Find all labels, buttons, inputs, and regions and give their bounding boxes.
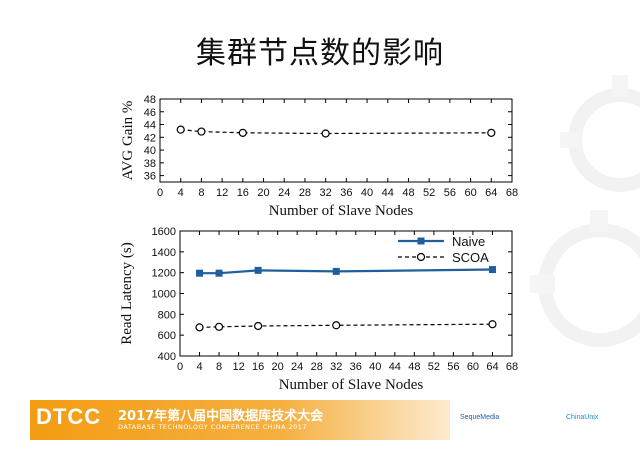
data-point	[254, 321, 263, 331]
dtcc-logo: DTCC	[36, 404, 102, 429]
x-tick-label: 24	[291, 361, 303, 373]
page-title: 集群节点数的影响	[196, 36, 444, 71]
sponsor-logo-1: SequeMedia	[460, 414, 500, 421]
y-tick-label: 800	[158, 309, 176, 321]
data-point	[214, 322, 224, 331]
x-tick-label: 60	[464, 187, 476, 199]
y-tick-label: 1400	[152, 247, 176, 259]
x-tick-label: 20	[257, 187, 269, 199]
y-axis-label: AVG Gain %	[120, 101, 136, 181]
y-tick-label: 48	[144, 94, 156, 106]
y-tick-label: 40	[144, 145, 156, 157]
x-tick-label: 56	[447, 361, 459, 373]
chart-1: 0 4 8 12 16 20 24 28 32 36 40 44 48 52 56 60 64 683638404…	[120, 94, 518, 219]
x-tick-label: 52	[428, 361, 440, 373]
x-tick-label: 16	[237, 187, 249, 199]
x-tick-label: 12	[232, 361, 244, 373]
y-tick-label: 1200	[152, 268, 176, 280]
x-tick-label: 64	[486, 361, 498, 373]
x-tick-label: 60	[467, 361, 479, 373]
x-tick-label: 68	[506, 187, 518, 199]
conference-subtitle: DATABASE TECHNOLOGY CONFERENCE CHINA 201…	[118, 423, 308, 431]
x-axis-label: Number of Slave Nodes	[269, 203, 414, 219]
x-tick-label: 68	[506, 361, 518, 373]
x-tick-label: 56	[444, 187, 456, 199]
x-axis-label: Number of Slave Nodes	[279, 377, 424, 393]
x-tick-label: 4	[178, 187, 184, 199]
legend-marker	[416, 252, 426, 262]
y-tick-label: 1600	[152, 226, 176, 238]
x-tick-label: 12	[216, 187, 228, 199]
x-tick-label: 44	[382, 187, 394, 199]
legend-marker	[417, 237, 425, 245]
y-tick-label: 36	[144, 171, 156, 183]
legend-label: SCOA	[452, 250, 489, 265]
data-point	[195, 323, 204, 332]
x-tick-label: 40	[361, 187, 373, 199]
data-point	[332, 321, 341, 330]
data-point	[215, 269, 223, 277]
x-tick-label: 24	[278, 187, 290, 199]
y-tick-label: 600	[158, 330, 176, 342]
x-tick-label: 48	[402, 187, 414, 199]
x-tick-label: 36	[350, 361, 362, 373]
series-line-1	[180, 129, 492, 135]
x-tick-label: 44	[389, 361, 401, 373]
data-point	[487, 128, 496, 137]
data-point	[196, 269, 204, 277]
x-tick-label: 32	[320, 187, 332, 199]
x-tick-label: 40	[369, 361, 381, 373]
x-tick-label: 0	[157, 187, 163, 199]
x-tick-label: 0	[177, 361, 183, 373]
x-tick-label: 20	[272, 361, 284, 373]
x-tick-label: 16	[252, 361, 264, 373]
x-tick-label: 8	[216, 361, 222, 373]
x-tick-label: 36	[340, 187, 352, 199]
x-tick-label: 28	[311, 361, 323, 373]
sponsor-logo-4: ChinaUnix	[566, 414, 599, 421]
y-tick-label: 44	[144, 120, 156, 132]
y-tick-label: 400	[158, 351, 176, 363]
data-point	[332, 267, 340, 275]
y-axis-label: Read Latency (s)	[119, 242, 135, 344]
x-tick-label: 32	[330, 361, 342, 373]
conference-title: 2017年第八届中国数据库技术大会	[118, 409, 324, 424]
x-tick-label: 4	[196, 361, 202, 373]
legend-label: Naive	[452, 234, 485, 249]
x-tick-label: 64	[485, 187, 497, 199]
y-tick-label: 1000	[152, 289, 176, 301]
y-tick-label: 42	[144, 132, 156, 144]
y-tick-label: 46	[144, 107, 156, 119]
footer-banner: DTCC 2017年第八届中国数据库技术大会 DATABASE TECHNOLO…	[0, 398, 640, 452]
plot-frame	[159, 98, 513, 183]
data-point	[176, 125, 185, 134]
data-point	[238, 128, 247, 137]
series-line-1	[199, 268, 493, 275]
gear-decoration-icon	[530, 75, 640, 347]
x-tick-label: 52	[423, 187, 435, 199]
data-point	[254, 266, 262, 274]
series-line-2	[199, 323, 493, 328]
x-tick-label: 28	[299, 187, 311, 199]
data-point	[321, 129, 330, 138]
data-point	[197, 127, 206, 136]
x-tick-label: 48	[408, 361, 420, 373]
chart-2: 0 4 8 12 16 20 24 28 32 36 40 44 48 52 56 60 64 684006008…	[119, 226, 518, 393]
footer-band	[30, 400, 450, 440]
data-point	[488, 266, 496, 274]
x-tick-label: 8	[198, 187, 204, 199]
y-tick-label: 38	[144, 158, 156, 170]
data-point	[488, 320, 497, 329]
